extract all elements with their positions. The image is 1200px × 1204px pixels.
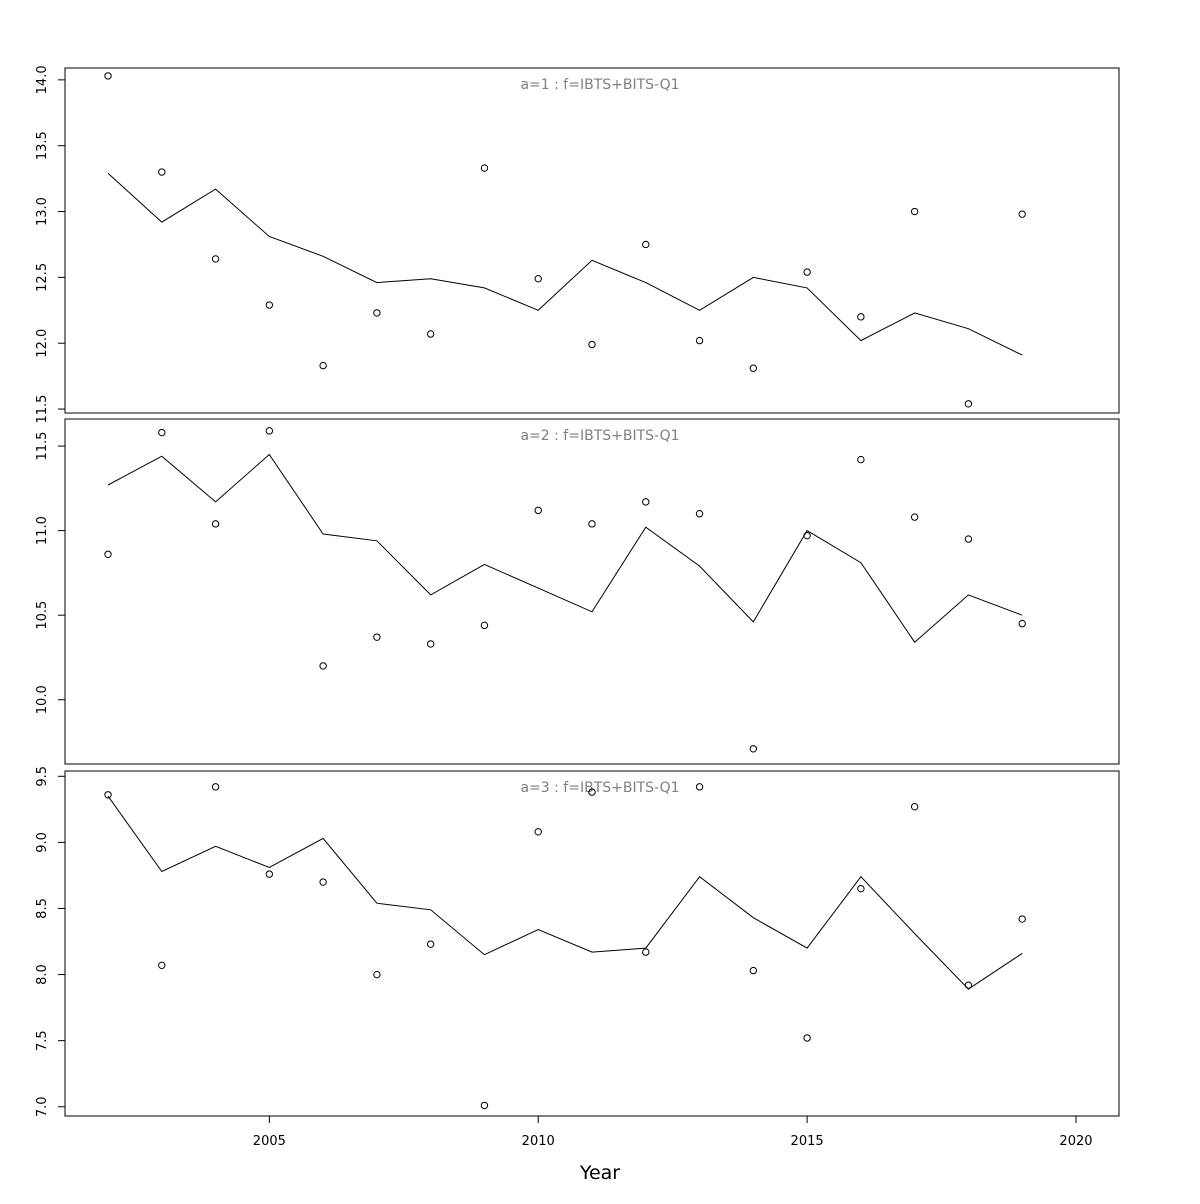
y-tick-label: 8.0 xyxy=(35,964,50,985)
observed-point xyxy=(480,164,489,172)
observed-point xyxy=(211,783,220,791)
observed-point xyxy=(426,640,435,648)
observed-point xyxy=(426,940,435,948)
observed-point xyxy=(373,970,381,979)
observed-point xyxy=(1018,915,1026,923)
fitted-line xyxy=(107,795,1023,990)
observed-point xyxy=(910,207,919,216)
observed-point xyxy=(588,340,596,349)
observed-point xyxy=(319,878,327,886)
panel-frame xyxy=(64,418,1120,765)
panels-layer: 11.5 12.0 12.5 13.0 13.5 14.0 a=1 : f=IBTS+BIT… xyxy=(35,65,1120,1117)
observed-point xyxy=(319,662,327,670)
y-tick-label: 12.5 xyxy=(35,263,50,292)
observed-point xyxy=(857,313,865,321)
observed-point xyxy=(588,520,596,528)
observed-point xyxy=(910,513,919,521)
observed-point xyxy=(749,966,758,975)
observed-point xyxy=(857,884,865,893)
panel-1: 11.5 12.0 12.5 13.0 13.5 14.0 a=1 : f=IBTS+BIT… xyxy=(35,65,1120,424)
observed-point xyxy=(695,510,704,518)
observed-point xyxy=(158,961,166,970)
y-tick-label: 12.0 xyxy=(35,329,50,358)
observed-point xyxy=(426,330,435,338)
observed-point xyxy=(642,948,650,956)
observed-point xyxy=(642,498,650,506)
y-tick-label: 9.5 xyxy=(35,766,50,787)
panel-title: a=1 : f=IBTS+BITS-Q1 xyxy=(520,77,679,93)
observed-point xyxy=(1018,619,1026,628)
observed-point xyxy=(695,783,704,791)
x-tick-label: 2005 xyxy=(253,1134,286,1149)
y-tick-label: 7.0 xyxy=(35,1096,50,1117)
observed-point xyxy=(857,455,865,464)
x-axis-label: Year xyxy=(579,1162,620,1184)
observed-point xyxy=(211,520,220,528)
fitted-line xyxy=(107,172,1023,356)
observed-point xyxy=(265,870,274,878)
y-tick-label: 11.5 xyxy=(35,395,50,424)
y-tick-label: 14.0 xyxy=(35,65,50,94)
y-tick-label: 11.0 xyxy=(35,516,50,545)
observed-point xyxy=(910,802,919,811)
observed-point xyxy=(803,268,811,276)
observed-point xyxy=(373,633,381,641)
observed-point xyxy=(265,427,274,435)
y-tick-label: 11.5 xyxy=(35,432,50,461)
y-tick-label: 13.0 xyxy=(35,197,50,226)
observed-point xyxy=(695,336,704,345)
observed-point xyxy=(211,255,220,263)
y-tick-label: 13.5 xyxy=(35,131,50,160)
observed-point xyxy=(964,535,973,543)
observed-point xyxy=(158,428,166,437)
panel-title: a=3 : f=IBTS+BITS-Q1 xyxy=(520,780,679,796)
observed-point xyxy=(749,745,758,753)
observed-point xyxy=(803,1034,811,1042)
observed-point xyxy=(265,301,274,309)
observed-point xyxy=(534,828,542,836)
observed-point xyxy=(319,361,327,370)
panel-2: 10.0 10.5 11.0 11.5 a=2 : f=IBTS+BITS-Q1 xyxy=(35,418,1120,765)
observed-point xyxy=(104,791,112,799)
observed-point xyxy=(964,981,973,989)
x-tick-label: 2015 xyxy=(791,1134,824,1149)
x-axis: 2005 2010 2015 2020 xyxy=(253,1115,1093,1149)
observed-point xyxy=(642,240,650,249)
y-tick-label: 7.5 xyxy=(35,1030,50,1051)
x-tick-label: 2010 xyxy=(522,1134,555,1149)
observed-point xyxy=(803,531,811,540)
panel-3: 7.0 7.5 8.0 8.5 9.0 9.5 a=3 : f=IBTS+BITS-Q1 xyxy=(35,766,1120,1117)
observed-point xyxy=(588,788,596,796)
observed-point xyxy=(104,550,112,558)
observed-point xyxy=(1018,210,1026,218)
panel-frame xyxy=(64,67,1120,414)
observed-point xyxy=(534,274,542,283)
y-tick-label: 8.5 xyxy=(35,898,50,919)
panel-title: a=2 : f=IBTS+BITS-Q1 xyxy=(520,428,679,444)
observed-point xyxy=(480,621,489,630)
y-tick-label: 10.0 xyxy=(35,685,50,714)
observed-point xyxy=(104,72,112,80)
x-tick-label: 2020 xyxy=(1059,1134,1092,1149)
observed-point xyxy=(749,364,758,372)
panel-frame xyxy=(64,770,1120,1117)
y-tick-label: 10.5 xyxy=(35,601,50,630)
observed-point xyxy=(480,1101,489,1110)
observed-point xyxy=(158,168,166,176)
observed-point xyxy=(964,400,973,408)
y-tick-label: 9.0 xyxy=(35,832,50,853)
observed-point xyxy=(373,309,381,317)
observed-point xyxy=(534,506,542,515)
fitted-line xyxy=(107,453,1023,643)
